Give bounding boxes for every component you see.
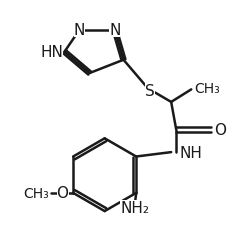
Text: O: O [57, 186, 69, 200]
Text: CH₃: CH₃ [23, 186, 49, 200]
Text: CH₃: CH₃ [194, 82, 220, 96]
Text: NH: NH [179, 145, 202, 160]
Text: N: N [74, 23, 85, 38]
Text: S: S [145, 84, 155, 99]
Text: O: O [214, 122, 226, 138]
Text: HN: HN [40, 45, 63, 60]
Text: N: N [109, 23, 120, 38]
Text: NH₂: NH₂ [120, 200, 149, 215]
